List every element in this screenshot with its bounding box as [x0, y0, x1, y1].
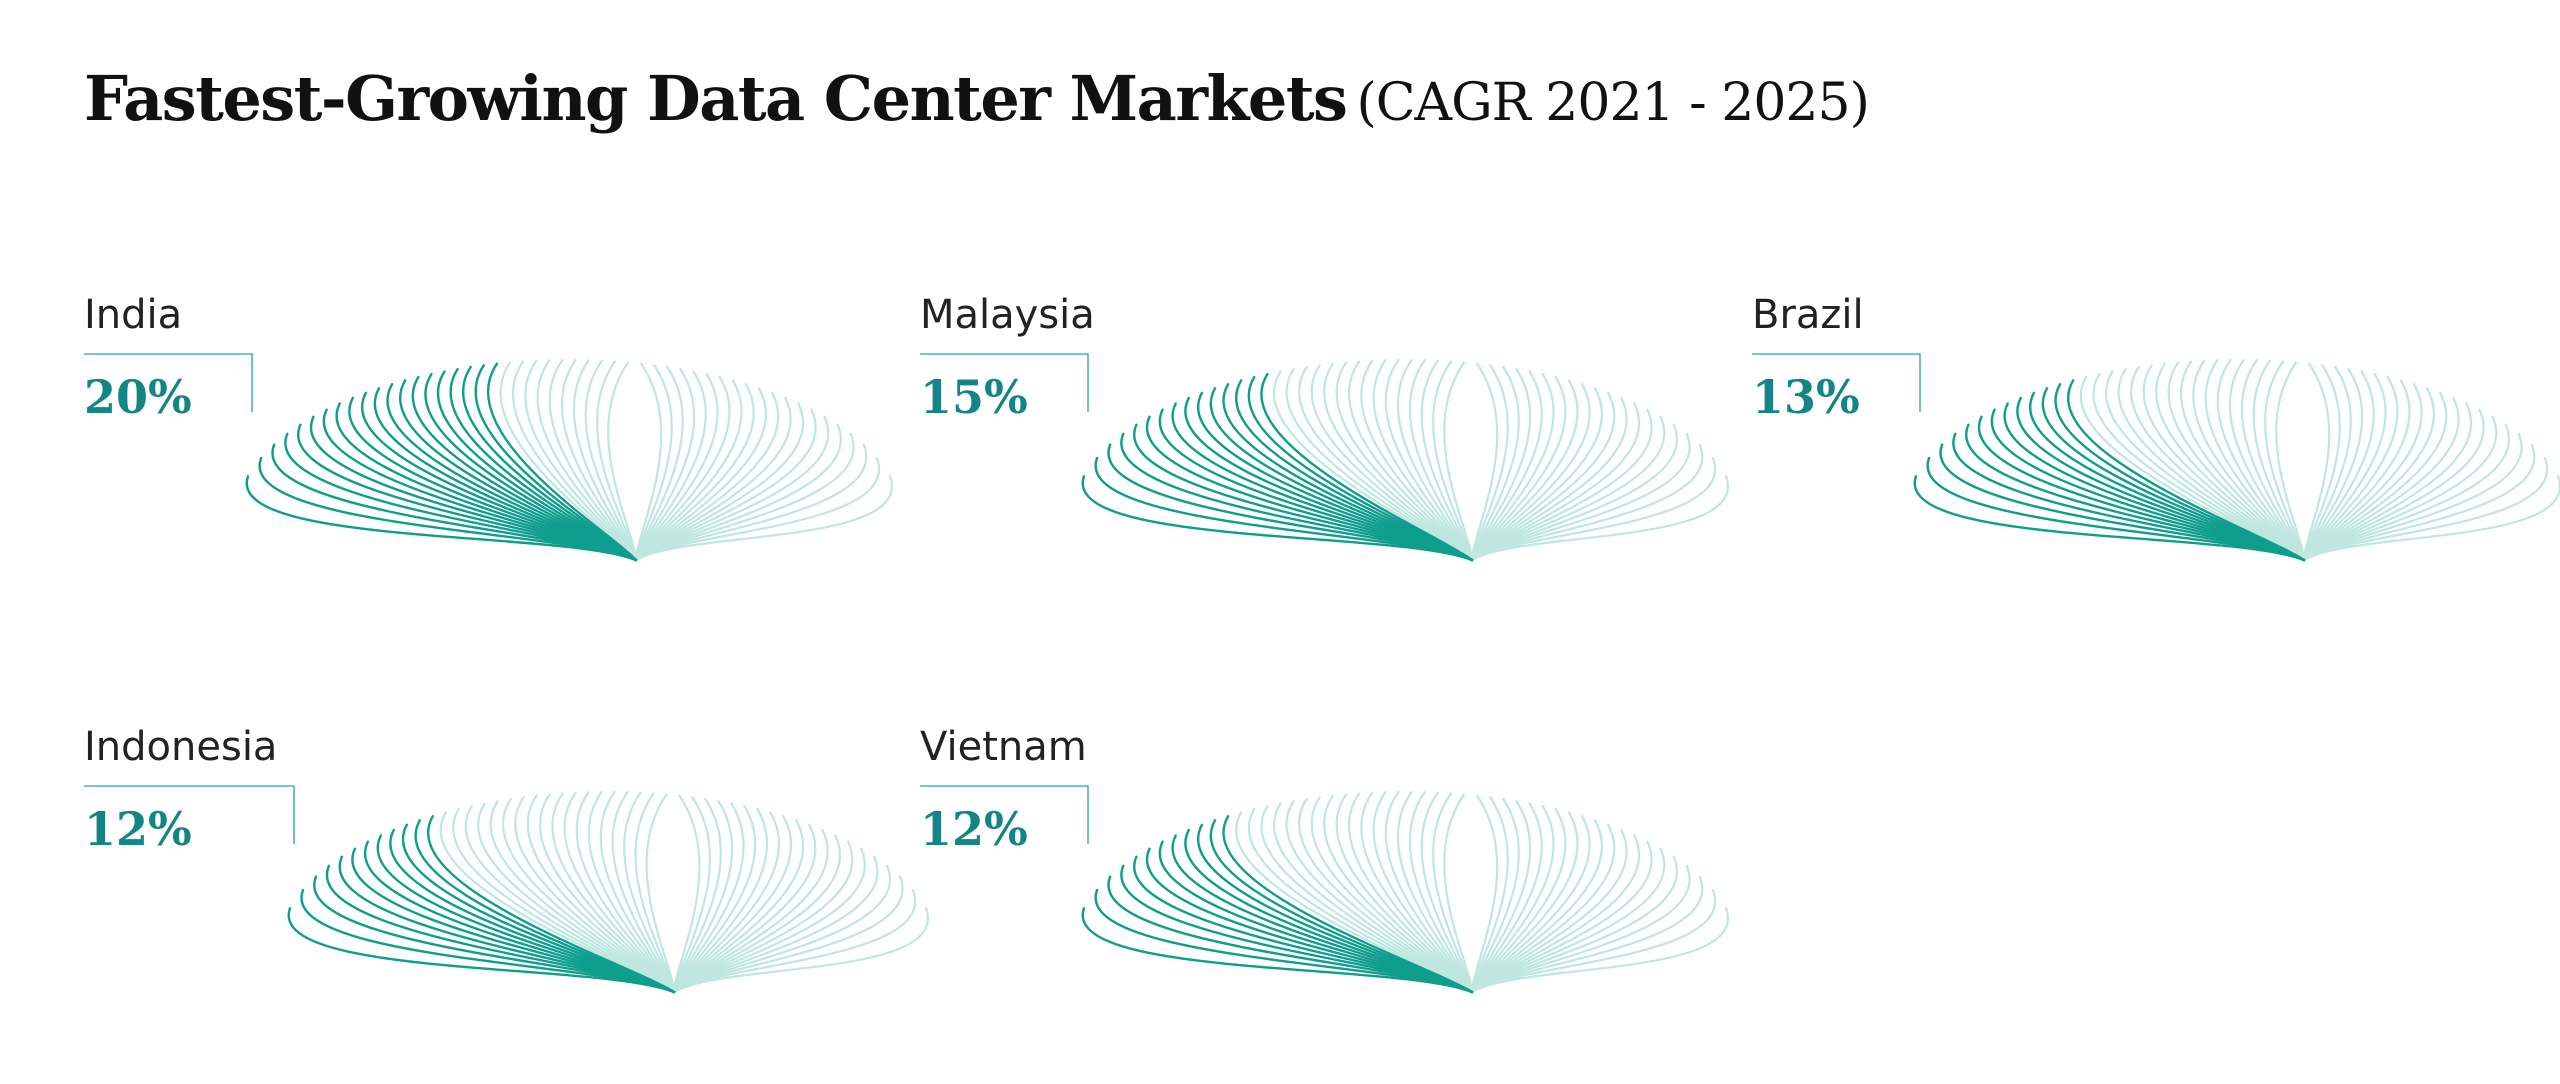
fan-strand [1470, 376, 1567, 562]
fan-strand-highlighted [2067, 379, 2306, 562]
fan-strand [1470, 362, 1499, 562]
fan-strand [2302, 362, 2331, 562]
fan-strand [672, 794, 701, 994]
fan-strand [634, 373, 719, 562]
fan-strand [1420, 359, 1474, 562]
fan-strand [672, 907, 929, 994]
fan-strand-highlighted [1081, 475, 1474, 562]
fan-strand [607, 361, 638, 562]
market-panel-india: India 20% [84, 292, 893, 652]
fan-graphic [920, 353, 1729, 562]
fan-strand-highlighted [1222, 815, 1474, 994]
country-label: Vietnam [920, 724, 1087, 770]
fan-strand-highlighted [427, 815, 676, 994]
fan-strand [2302, 364, 2341, 562]
fan-strand-highlighted [1260, 372, 1474, 562]
fan-strand [634, 379, 743, 562]
fan-graphic [84, 353, 893, 562]
cagr-value: 15% [920, 370, 1028, 424]
fan-strand [1470, 796, 1509, 994]
fan-strand [1470, 368, 1532, 562]
label-connector [84, 785, 295, 844]
fan-strand [1470, 805, 1555, 994]
fan-strand [596, 360, 638, 562]
country-label: Malaysia [920, 292, 1095, 338]
fan-strand [672, 797, 722, 994]
fan-strand [1443, 361, 1474, 562]
fan-strand [1470, 808, 1567, 994]
fan-strand-highlighted [245, 475, 638, 562]
fan-strand [1470, 379, 1579, 562]
fan-strand [1470, 800, 1532, 994]
fan-strand [672, 796, 711, 994]
fan-strand [1470, 365, 1520, 562]
fan-strand [1470, 797, 1520, 994]
fan-strand [2264, 360, 2306, 562]
country-label: Brazil [1752, 292, 1864, 338]
label-connector [920, 353, 1089, 412]
fan-strand [1443, 793, 1474, 994]
fan-strand [645, 793, 676, 994]
fan-strand [672, 800, 733, 994]
fan-strand [672, 805, 757, 994]
fan-strand [2302, 368, 2364, 562]
cagr-value: 12% [920, 802, 1028, 856]
fan-strand [634, 792, 676, 994]
fan-strand [2302, 379, 2411, 562]
fan-strand [672, 811, 780, 994]
fan-strand-highlighted [1913, 475, 2306, 562]
fan-strand [2302, 376, 2399, 562]
fan-strand [2302, 475, 2560, 562]
fan-strand [1470, 794, 1499, 994]
fan-strand [634, 365, 684, 562]
fan-strand [634, 370, 707, 562]
label-connector [1752, 353, 1921, 412]
fan-strand-highlighted [487, 362, 638, 562]
fan-strand [672, 802, 745, 994]
cagr-value: 20% [84, 370, 192, 424]
fan-strand [584, 359, 638, 562]
chart-title-main: Fastest-Growing Data Center Markets [84, 62, 1348, 135]
cagr-value: 13% [1752, 370, 1860, 424]
fan-strand [634, 364, 673, 562]
fan-strand [1470, 802, 1543, 994]
fan-strand [2302, 365, 2352, 562]
market-panel-indonesia: Indonesia 12% [84, 724, 929, 1084]
fan-strand [2252, 359, 2306, 562]
fan-strand [1470, 373, 1555, 562]
fan-strand [1432, 360, 1474, 562]
fan-strand [1470, 907, 1729, 994]
fan-strand [2275, 361, 2306, 562]
fan-strand-highlighted [1081, 907, 1474, 994]
market-panel-vietnam: Vietnam 12% [920, 724, 1729, 1084]
fan-strand-highlighted [287, 907, 676, 994]
fan-graphic [920, 785, 1729, 994]
cagr-value: 12% [84, 802, 192, 856]
fan-strand [2302, 373, 2387, 562]
country-label: India [84, 292, 183, 338]
country-label: Indonesia [84, 724, 278, 770]
fan-strand [634, 368, 696, 562]
fan-strand [634, 475, 893, 562]
fan-strand [1432, 792, 1474, 994]
fan-strand [1470, 811, 1579, 994]
fan-graphic [84, 785, 929, 994]
fan-strand [634, 376, 731, 562]
fan-strand [2302, 370, 2375, 562]
label-connector [920, 785, 1089, 844]
fan-strand [1470, 475, 1729, 562]
fan-strand [672, 808, 768, 994]
chart-title: Fastest-Growing Data Center Markets (CAGR… [84, 62, 1870, 135]
fan-strand [1470, 364, 1509, 562]
fan-strand [1420, 791, 1474, 994]
market-panel-malaysia: Malaysia 15% [920, 292, 1729, 652]
label-connector [84, 353, 253, 412]
fan-graphic [1752, 353, 2560, 562]
chart-title-sub: (CAGR 2021 - 2025) [1356, 73, 1869, 133]
market-panel-brazil: Brazil 13% [1752, 292, 2560, 652]
fan-strand [634, 362, 663, 562]
fan-strand [1470, 370, 1543, 562]
fan-strand [623, 791, 676, 994]
